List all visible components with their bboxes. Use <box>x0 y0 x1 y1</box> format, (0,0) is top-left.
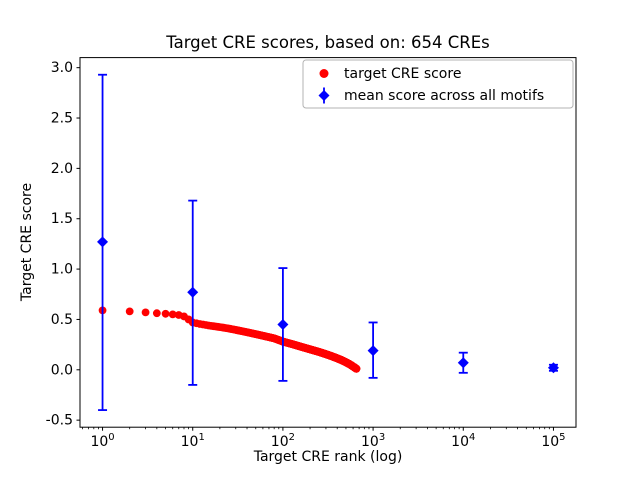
y-axis-label: Target CRE score <box>19 182 35 302</box>
legend-label-mean: mean score across all motifs <box>344 88 544 104</box>
y-axis-ticks: -0.5 0.0 0.5 1.0 1.5 2.0 2.5 3.0 <box>46 60 80 429</box>
legend: target CRE score mean score across all mo… <box>302 59 574 109</box>
x-tick-label: 101 <box>181 432 205 450</box>
y-tick-label: 0.0 <box>51 362 73 378</box>
x-tick-label: 102 <box>271 432 295 450</box>
x-tick-label: 100 <box>90 432 114 450</box>
series-mean-score <box>97 73 559 411</box>
legend-label-target: target CRE score <box>344 66 461 82</box>
legend-marker-mean <box>318 90 330 101</box>
y-tick-label: 2.5 <box>51 111 73 127</box>
y-tick-label: 0.5 <box>51 312 73 328</box>
x-axis-ticks: 100 101 102 103 104 105 <box>82 427 566 450</box>
y-tick-label: 3.0 <box>51 60 73 76</box>
y-tick-label: -0.5 <box>46 413 73 429</box>
legend-marker-target <box>319 69 329 78</box>
series-target-cre-score <box>98 306 361 373</box>
x-axis-label: Target CRE rank (log) <box>253 449 403 465</box>
y-tick-label: 1.0 <box>51 262 73 278</box>
y-tick-label: 2.0 <box>51 161 73 177</box>
chart-title: Target CRE scores, based on: 654 CREs <box>166 33 490 52</box>
y-tick-label: 1.5 <box>51 211 73 227</box>
plot-frame <box>79 57 577 428</box>
x-tick-label: 103 <box>361 432 385 450</box>
x-tick-label: 104 <box>451 432 475 450</box>
x-tick-label: 105 <box>541 432 565 450</box>
